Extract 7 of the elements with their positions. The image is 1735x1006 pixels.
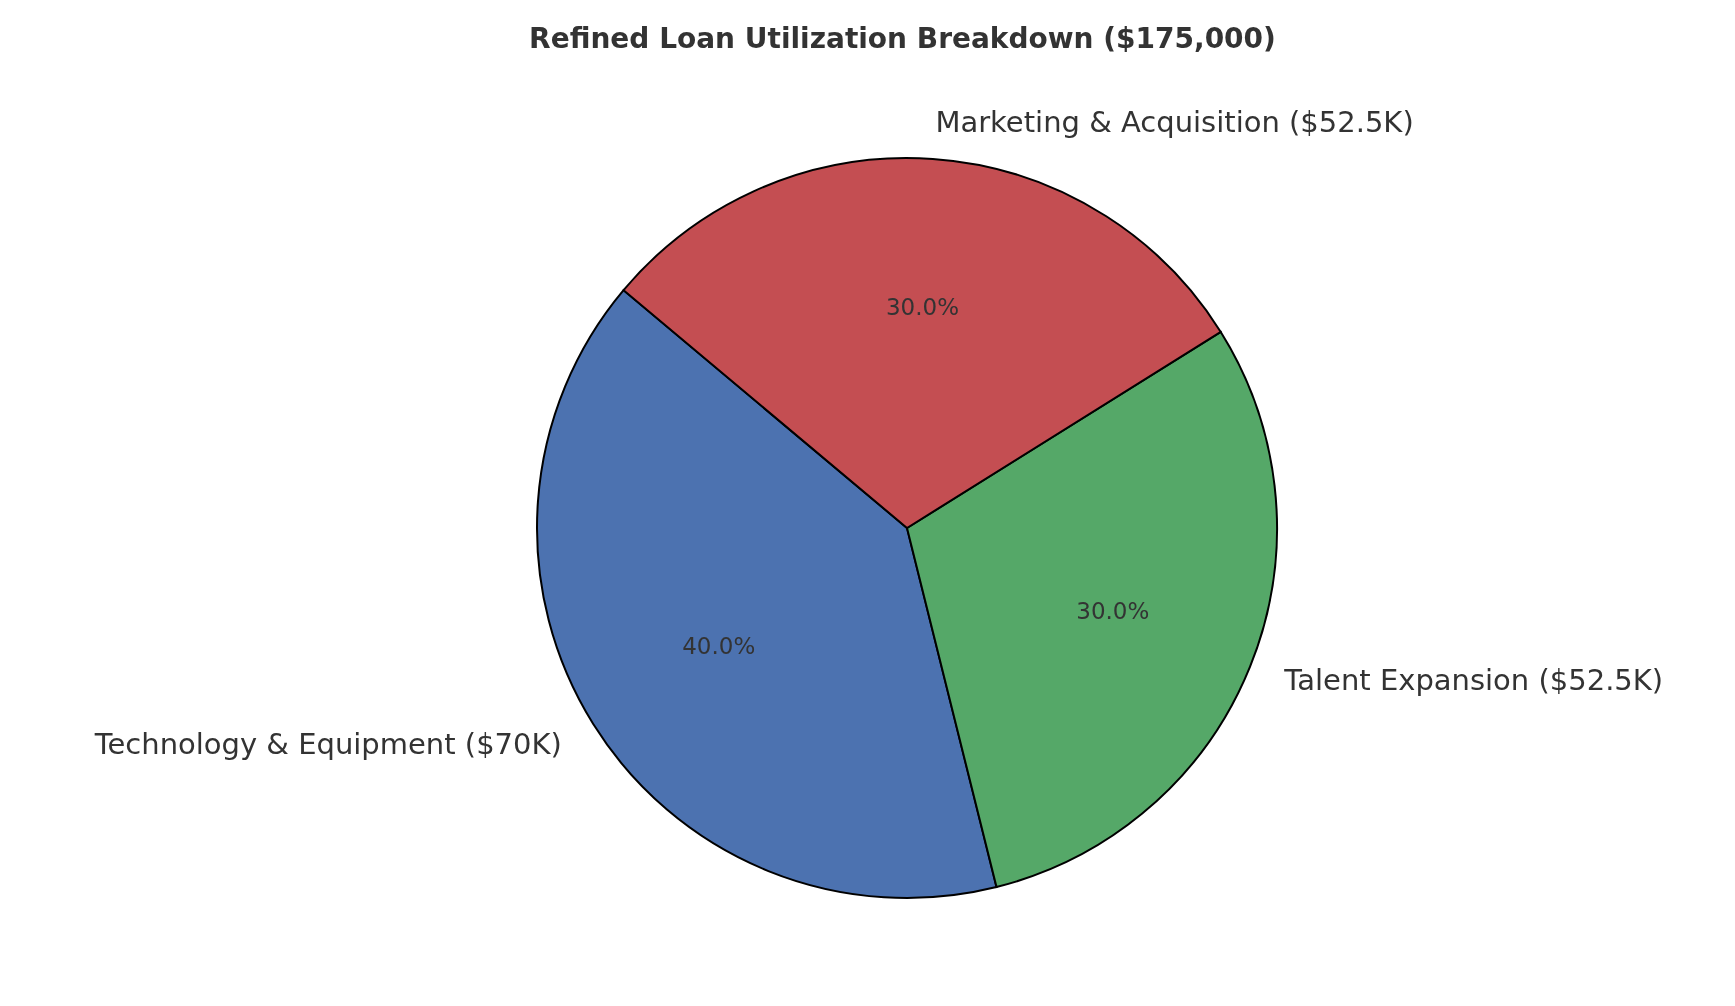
data-label: 40.0% [682,632,756,659]
slice-label: Marketing & Acquisition ($52.5K) [935,104,1414,139]
data-label: 30.0% [885,293,960,320]
slice-label: Talent Expansion ($52.5K) [1283,663,1664,698]
slice-label: Technology & Equipment ($70K) [93,726,562,761]
data-label: 30.0% [1076,598,1150,625]
chart-title: Refined Loan Utilization Breakdown ($175,000) [528,22,1277,55]
